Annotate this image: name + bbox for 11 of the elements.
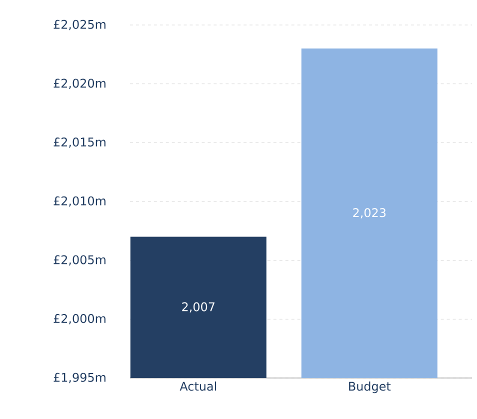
y-tick-label: £2,020m (54, 78, 106, 89)
y-tick-label: £2,015m (54, 138, 106, 148)
x-tick-label: Actual (180, 382, 216, 391)
y-tick-label: £2,000m (54, 314, 106, 324)
data-label: 2,007 (182, 302, 214, 313)
y-tick-label: £1,995m (54, 372, 106, 384)
y-tick-label: £2,025m (54, 20, 106, 30)
x-tick-label: Budget (349, 382, 391, 394)
data-label: 2,023 (353, 208, 386, 218)
y-tick-label: £2,010m (54, 196, 106, 207)
y-tick-label: £2,005m (54, 255, 106, 266)
